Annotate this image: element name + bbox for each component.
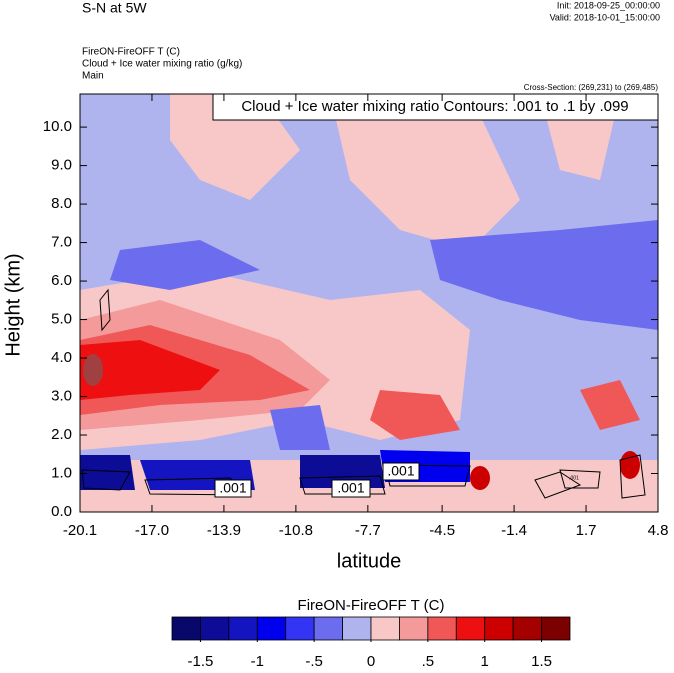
colorbar-box [455, 616, 486, 641]
y-tick-label: 4.0 [51, 349, 72, 366]
x-tick-label: -1.4 [501, 522, 527, 539]
colorbar-box [200, 616, 230, 641]
y-tick-label: 8.0 [51, 195, 72, 212]
x-tick-label: 1.7 [576, 522, 597, 539]
field-title: FireON-FireOFF T (C) [82, 47, 180, 58]
y-tick-label: 7.0 [51, 234, 72, 251]
contour-field [80, 94, 658, 512]
colorbar-box [512, 616, 542, 641]
contour-label: .001 [387, 463, 414, 479]
colorbar-box [171, 616, 201, 641]
colorbar-box [484, 616, 514, 641]
y-tick-label: 5.0 [51, 311, 72, 328]
x-tick-label: -10.8 [279, 522, 313, 539]
contour-field-title: Cloud + Ice water mixing ratio (g/kg) [82, 59, 242, 70]
contour-labels: .001 .001 .001 .001 [214, 462, 579, 498]
y-tick-label: 0.0 [51, 503, 72, 520]
colorbar-tick-label: .5 [422, 653, 435, 668]
colorbar-box [256, 616, 287, 641]
colorbar-box [228, 616, 258, 641]
y-tick-label: 6.0 [51, 272, 72, 289]
y-tick-label: 1.0 [51, 464, 72, 481]
x-tick-label: -17.0 [135, 522, 169, 539]
colorbar-box [541, 616, 571, 641]
colorbar-tick-label: -1.5 [187, 653, 213, 668]
y-tick-label: 9.0 [51, 157, 72, 174]
chart-title: S-N at 5W [82, 0, 147, 16]
colorbar-box [427, 616, 457, 641]
colorbar-tick-label: 1 [481, 653, 489, 668]
colorbar-tick-label: -1 [251, 653, 264, 668]
x-tick-label: 4.8 [648, 522, 669, 539]
colorbar-box [399, 616, 429, 641]
colorbar-tick-label: 0 [367, 653, 375, 668]
colorbar-title: FireON-FireOFF T (C) [298, 597, 445, 614]
colorbar-box [285, 616, 315, 641]
contour-info-box [212, 93, 659, 121]
colorbar-box [313, 616, 343, 641]
contour-info: Cloud + Ice water mixing ratio Contours:… [241, 98, 628, 115]
colorbar-box [370, 616, 400, 641]
y-tick-label: 10.0 [43, 118, 72, 135]
x-tick-label: -4.5 [429, 522, 455, 539]
y-tick-label: 3.0 [51, 387, 72, 404]
colorbar-box [342, 616, 372, 641]
y-tick-label: 2.0 [51, 426, 72, 443]
y-axis-label: Height (km) [2, 253, 24, 356]
init-time: Init: 2018-09-25_00:00:00 [557, 0, 660, 10]
valid-time: Valid: 2018-10-01_15:00:00 [550, 12, 660, 22]
contour-label: .001 [337, 480, 364, 496]
contour-label: .001 [569, 475, 579, 481]
run-name: Main [82, 71, 104, 82]
colorbar-tick-label: -.5 [305, 653, 323, 668]
colorbar-tick-label: 1.5 [531, 653, 552, 668]
cross-section: Cross-Section: (269,231) to (269,485) [524, 83, 659, 92]
x-tick-label: -7.7 [355, 522, 381, 539]
contour-label: .001 [219, 480, 246, 496]
x-tick-label: -13.9 [207, 522, 241, 539]
x-tick-label: -20.1 [63, 522, 97, 539]
x-axis-label: latitude [337, 550, 402, 572]
